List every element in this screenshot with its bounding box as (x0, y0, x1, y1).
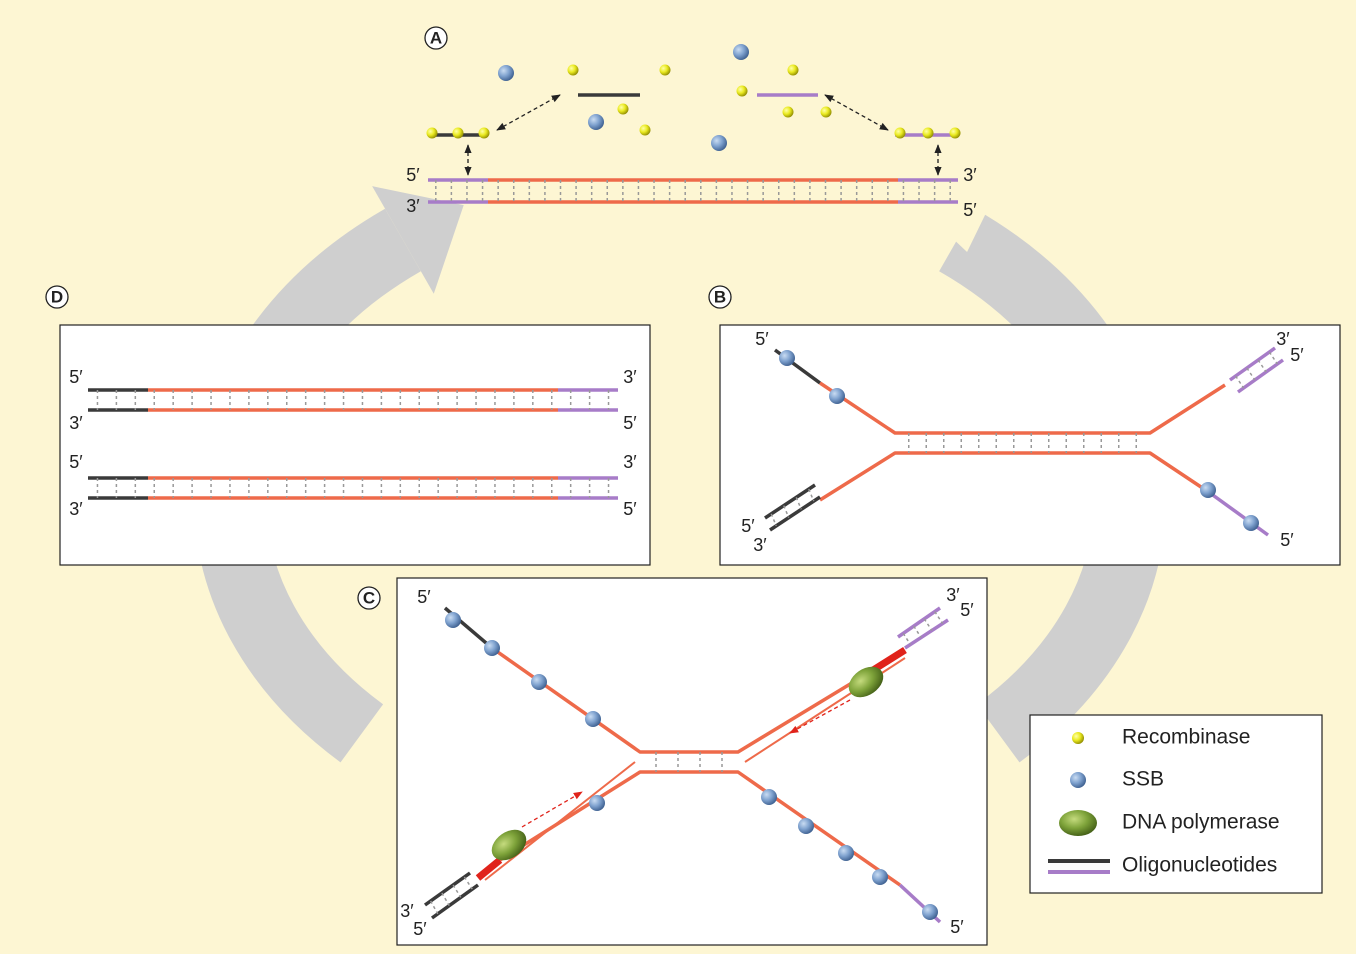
recombinase (821, 107, 832, 118)
recombinase (950, 128, 961, 139)
recombinase (660, 65, 671, 76)
end-label: 3′ (69, 413, 83, 433)
recombinase (1072, 732, 1084, 744)
panel-c-box (397, 578, 987, 945)
end-label: 3′ (623, 452, 637, 472)
recombinase (568, 65, 579, 76)
ssb (1243, 515, 1259, 531)
ssb (761, 789, 777, 805)
end-label: 3′ (753, 535, 767, 555)
ssb (733, 44, 749, 60)
panel-label: A (430, 28, 442, 47)
legend-label: DNA polymerase (1122, 811, 1280, 834)
end-label: 5′ (69, 367, 83, 387)
ssb (585, 711, 601, 727)
ssb (798, 818, 814, 834)
ssb (922, 904, 938, 920)
panel-label: B (714, 287, 726, 306)
end-label: 5′ (406, 165, 420, 185)
recombinase (479, 128, 490, 139)
end-label: 5′ (623, 413, 637, 433)
end-label: 5′ (413, 919, 427, 939)
ssb (498, 65, 514, 81)
ssb (838, 845, 854, 861)
end-label: 3′ (69, 499, 83, 519)
recombinase (895, 128, 906, 139)
end-label: 3′ (963, 165, 977, 185)
recombinase (783, 107, 794, 118)
ssb (711, 135, 727, 151)
end-label: 5′ (755, 329, 769, 349)
end-label: 3′ (946, 585, 960, 605)
ssb (588, 114, 604, 130)
ssb (872, 869, 888, 885)
end-label: 5′ (623, 499, 637, 519)
binding-arrow (497, 95, 560, 130)
end-label: 3′ (406, 196, 420, 216)
ssb (589, 795, 605, 811)
ssb (1070, 772, 1086, 788)
end-label: 5′ (1290, 345, 1304, 365)
panel-d-box (60, 325, 650, 565)
recombinase (788, 65, 799, 76)
end-label: 5′ (963, 200, 977, 220)
recombinase (618, 104, 629, 115)
end-label: 5′ (950, 917, 964, 937)
binding-arrow (825, 95, 888, 130)
ssb (445, 612, 461, 628)
recombinase (427, 128, 438, 139)
ssb (531, 674, 547, 690)
recombinase (923, 128, 934, 139)
end-label: 5′ (960, 600, 974, 620)
ssb (779, 350, 795, 366)
panel-label: D (51, 287, 63, 306)
legend-label: Oligonucleotides (1122, 854, 1277, 877)
end-label: 3′ (1276, 329, 1290, 349)
end-label: 3′ (400, 901, 414, 921)
recombinase (453, 128, 464, 139)
diagram: 5′3′3′5′5′3′3′5′5′3′3′5′5′3′5′5′3′5′5′3′… (0, 0, 1356, 954)
legend-label: SSB (1122, 768, 1164, 791)
page: 5′3′3′5′5′3′3′5′5′3′3′5′5′3′5′5′3′5′5′3′… (0, 0, 1356, 954)
dna-polymerase (1059, 810, 1097, 836)
ssb (1200, 482, 1216, 498)
end-label: 5′ (69, 452, 83, 472)
recombinase (640, 125, 651, 136)
legend-label: Recombinase (1122, 726, 1250, 749)
end-label: 5′ (1280, 530, 1294, 550)
ssb (484, 640, 500, 656)
recombinase (737, 86, 748, 97)
panel-label: C (363, 588, 375, 607)
end-label: 3′ (623, 367, 637, 387)
end-label: 5′ (741, 516, 755, 536)
end-label: 5′ (417, 587, 431, 607)
ssb (829, 388, 845, 404)
